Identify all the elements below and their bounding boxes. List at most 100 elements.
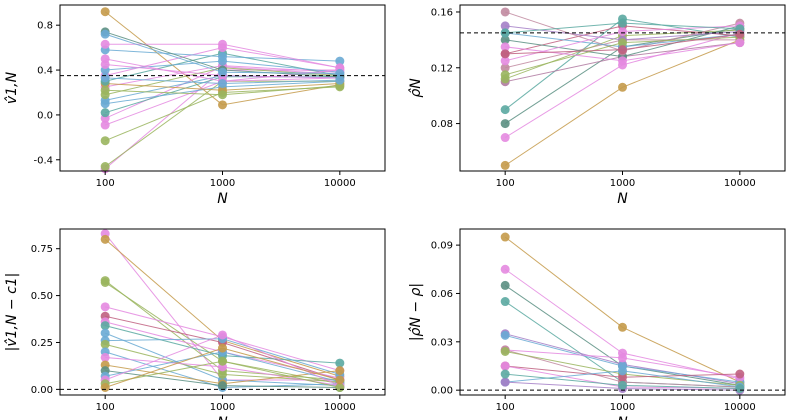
panel-top-left: -0.4 0.0 0.4 0.8 100 1000 10000 Nv̂1,N [4, 4, 386, 207]
data-point [218, 100, 227, 110]
data-point [218, 381, 227, 391]
data-point [500, 119, 510, 129]
data-point [500, 21, 510, 31]
data-point [218, 79, 227, 89]
x-tick-label: 1000 [210, 178, 235, 189]
data-point [618, 82, 627, 92]
x-axis-label: N [617, 191, 628, 207]
data-point [500, 369, 510, 379]
y-tick-label: 0.00 [431, 386, 453, 397]
data-point [335, 75, 345, 85]
panel-bottom-left: 0.00 0.25 0.50 0.75 100 1000 10000 N |v̂1,N − c1… [4, 228, 386, 420]
data-point [500, 377, 510, 387]
data-point [500, 35, 510, 45]
data-point [500, 49, 510, 59]
data-point [500, 56, 510, 66]
data-point [100, 54, 110, 64]
data-point [735, 369, 745, 379]
y-tick-label: 0.16 [431, 7, 453, 18]
data-point [100, 302, 110, 312]
data-point [100, 136, 110, 146]
data-point [100, 383, 110, 392]
x-tick-label: 10000 [324, 178, 356, 189]
data-point [218, 343, 227, 353]
data-point [500, 160, 510, 170]
y-tick-label: 0.0 [37, 110, 53, 121]
data-point [218, 67, 227, 77]
x-tick-label: 100 [96, 178, 115, 189]
series [500, 38, 745, 66]
x-tick-label: 10000 [724, 178, 756, 189]
y-tick-label: -0.4 [33, 155, 53, 166]
data-point [618, 322, 627, 332]
x-tick-label: 100 [96, 402, 115, 413]
series [100, 343, 345, 392]
y-tick-label: 0.06 [431, 289, 453, 300]
data-point [618, 366, 627, 376]
data-point [100, 120, 110, 130]
data-point [335, 375, 345, 385]
y-axis-label: |v̂1,N − c1| [4, 273, 20, 352]
data-point [218, 90, 227, 100]
data-point [335, 358, 345, 368]
series [500, 369, 745, 394]
panel-top-right: 0.08 0.12 0.16 100 1000 10000 Nρ̂N [408, 4, 786, 207]
data-point [618, 353, 627, 363]
data-point [500, 42, 510, 52]
data-point [500, 7, 510, 17]
x-tick-label: 10000 [324, 402, 356, 413]
data-point [100, 39, 110, 49]
x-axis-label: N [617, 415, 628, 420]
x-axis-label: N [217, 415, 228, 420]
data-point [500, 361, 510, 371]
data-point [100, 234, 110, 244]
data-point [500, 105, 510, 115]
y-tick-label: 0.00 [31, 385, 53, 396]
data-point [100, 162, 110, 172]
data-point [500, 264, 510, 274]
y-tick-label: 0.8 [37, 21, 53, 32]
x-axis-label: N [217, 191, 228, 207]
data-point [218, 356, 227, 366]
data-point [618, 372, 627, 382]
data-point [500, 70, 510, 80]
data-point [218, 330, 227, 340]
x-tick-label: 1000 [210, 402, 235, 413]
y-tick-label: 0.12 [431, 63, 453, 74]
y-axis-label: |ρ̂N − ρ| [408, 283, 424, 341]
data-point [100, 328, 110, 338]
data-point [500, 280, 510, 290]
data-point [618, 38, 627, 48]
y-tick-label: 0.08 [431, 119, 453, 130]
data-point [618, 56, 627, 66]
data-point [100, 352, 110, 362]
x-tick-label: 10000 [724, 402, 756, 413]
series [100, 73, 345, 89]
data-point [100, 339, 110, 349]
data-point [335, 56, 345, 66]
series [500, 29, 745, 59]
data-point [218, 39, 227, 49]
data-point [100, 29, 110, 39]
data-point [218, 52, 227, 62]
data-point [218, 369, 227, 379]
data-point [500, 232, 510, 242]
data-point [500, 346, 510, 356]
data-point [100, 277, 110, 287]
data-point [100, 7, 110, 17]
y-axis-label: ρ̂N [408, 78, 424, 98]
data-point [735, 38, 745, 48]
y-tick-label: 0.50 [31, 291, 53, 302]
data-point [100, 108, 110, 118]
data-point [618, 18, 627, 28]
x-tick-label: 1000 [610, 178, 635, 189]
data-point [735, 384, 745, 394]
data-point [100, 85, 110, 95]
data-point [618, 27, 627, 36]
y-axis-label: v̂1,N [4, 71, 20, 104]
x-tick-label: 100 [496, 178, 515, 189]
data-point [335, 366, 345, 376]
data-point [500, 63, 510, 73]
y-tick-label: 0.09 [431, 241, 453, 252]
